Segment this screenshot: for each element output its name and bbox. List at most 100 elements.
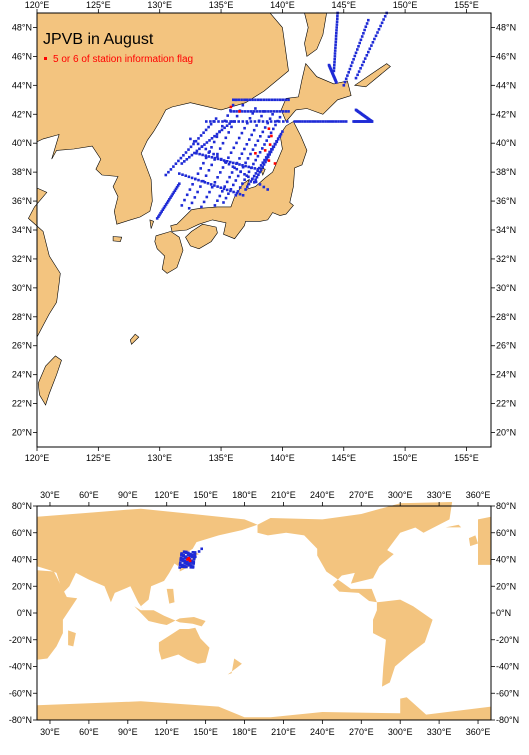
station-marker — [192, 140, 196, 143]
station-marker — [348, 67, 352, 71]
lon-tick-label-top: 130°E — [147, 0, 172, 10]
station-marker — [173, 189, 177, 192]
station-marker — [326, 120, 330, 123]
station-marker — [249, 120, 253, 123]
station-marker — [246, 157, 250, 160]
station-marker — [199, 185, 202, 188]
station-marker — [183, 198, 186, 202]
station-marker — [188, 155, 191, 159]
station-marker — [182, 565, 186, 569]
station-marker — [263, 143, 266, 146]
station-marker — [329, 120, 333, 123]
station-marker — [201, 153, 204, 157]
station-marker — [264, 160, 267, 164]
station-marker — [199, 167, 202, 170]
lat-tick-label-right: 24°N — [496, 370, 516, 380]
legend-marker — [44, 57, 47, 60]
station-marker — [253, 120, 257, 123]
station-marker — [268, 153, 271, 156]
top-map-ticks: 120°E 120°E 125°E 125°E 130°E 130°E 135°E 135°E… — [12, 0, 516, 463]
lon-tick-label-top: 30°E — [40, 490, 60, 500]
lon-tick-label-top: 90°E — [118, 490, 138, 500]
station-marker — [213, 184, 216, 187]
shikoku-land — [185, 223, 218, 250]
station-marker — [203, 181, 207, 184]
lon-tick-label-top: 60°E — [79, 490, 99, 500]
station-marker — [275, 140, 279, 144]
station-marker — [245, 143, 249, 146]
station-marker — [225, 120, 228, 123]
station-marker — [256, 139, 260, 142]
station-marker — [337, 120, 340, 123]
station-marker — [333, 52, 337, 55]
tsushima-land — [149, 219, 154, 229]
station-marker — [339, 120, 343, 123]
station-marker — [351, 61, 354, 64]
station-marker — [269, 131, 273, 135]
station-marker — [207, 169, 211, 172]
station-marker — [252, 181, 256, 184]
lat-tick-label-right: 26°N — [496, 341, 516, 351]
station-marker — [275, 110, 279, 113]
station-marker — [163, 205, 167, 208]
lon-tick-label-top: 330°E — [427, 490, 452, 500]
station-marker — [159, 211, 162, 215]
station-marker — [216, 176, 219, 179]
lat-tick-label-right: -20°N — [496, 635, 519, 645]
station-marker — [175, 185, 179, 189]
station-marker — [205, 141, 209, 144]
station-marker — [376, 31, 379, 34]
lat-tick-label-left: 36°N — [12, 196, 32, 206]
station-marker — [228, 122, 231, 125]
station-marker — [224, 136, 228, 140]
station-marker — [232, 98, 235, 102]
station-marker — [335, 32, 338, 35]
station-marker — [232, 161, 235, 165]
station-marker — [207, 125, 210, 129]
station-marker — [183, 160, 186, 163]
station-marker — [213, 204, 217, 207]
station-marker — [244, 161, 247, 165]
station-marker — [347, 71, 350, 74]
station-marker — [190, 201, 194, 205]
station-marker — [196, 172, 200, 175]
station-marker — [274, 143, 277, 146]
lon-tick-label-bottom: 155°E — [454, 453, 479, 463]
station-marker — [204, 147, 208, 151]
station-marker — [190, 176, 194, 180]
station-marker — [221, 141, 225, 145]
station-marker — [258, 110, 261, 113]
station-marker — [210, 163, 213, 167]
station-marker — [281, 98, 285, 102]
station-marker — [180, 204, 184, 207]
station-marker — [374, 34, 378, 38]
lat-tick-label-right: -60°N — [496, 688, 519, 698]
lon-tick-label-bottom: 120°E — [25, 453, 50, 463]
station-marker — [357, 70, 361, 73]
top-map: 120°E 120°E 125°E 125°E 130°E 130°E 135°E 135°E… — [12, 0, 516, 463]
station-marker — [274, 123, 277, 127]
station-marker — [273, 98, 276, 102]
station-marker — [261, 110, 264, 113]
station-marker — [342, 120, 345, 123]
station-marker — [248, 138, 251, 141]
station-marker — [194, 139, 198, 143]
station-marker — [367, 50, 370, 54]
greenland-land — [400, 502, 453, 533]
station-marker — [250, 178, 254, 181]
lon-tick-label-bottom: 210°E — [271, 727, 296, 737]
station-marker — [205, 120, 208, 123]
eurasia-land — [37, 508, 258, 612]
lon-tick-label-bottom: 140°E — [270, 453, 295, 463]
station-marker — [362, 60, 365, 64]
station-marker — [169, 168, 173, 171]
station-marker — [198, 152, 201, 156]
bottom-map-ticks: 30°E 30°E 60°E 60°E 90°E 90°E 120°E 120°E 150°E 1… — [9, 490, 519, 737]
station-marker — [271, 113, 274, 116]
station-marker — [258, 183, 262, 186]
station-marker — [192, 557, 196, 561]
station-marker — [261, 161, 265, 164]
station-marker — [208, 190, 211, 194]
station-marker — [301, 120, 304, 123]
station-marker — [344, 77, 348, 81]
